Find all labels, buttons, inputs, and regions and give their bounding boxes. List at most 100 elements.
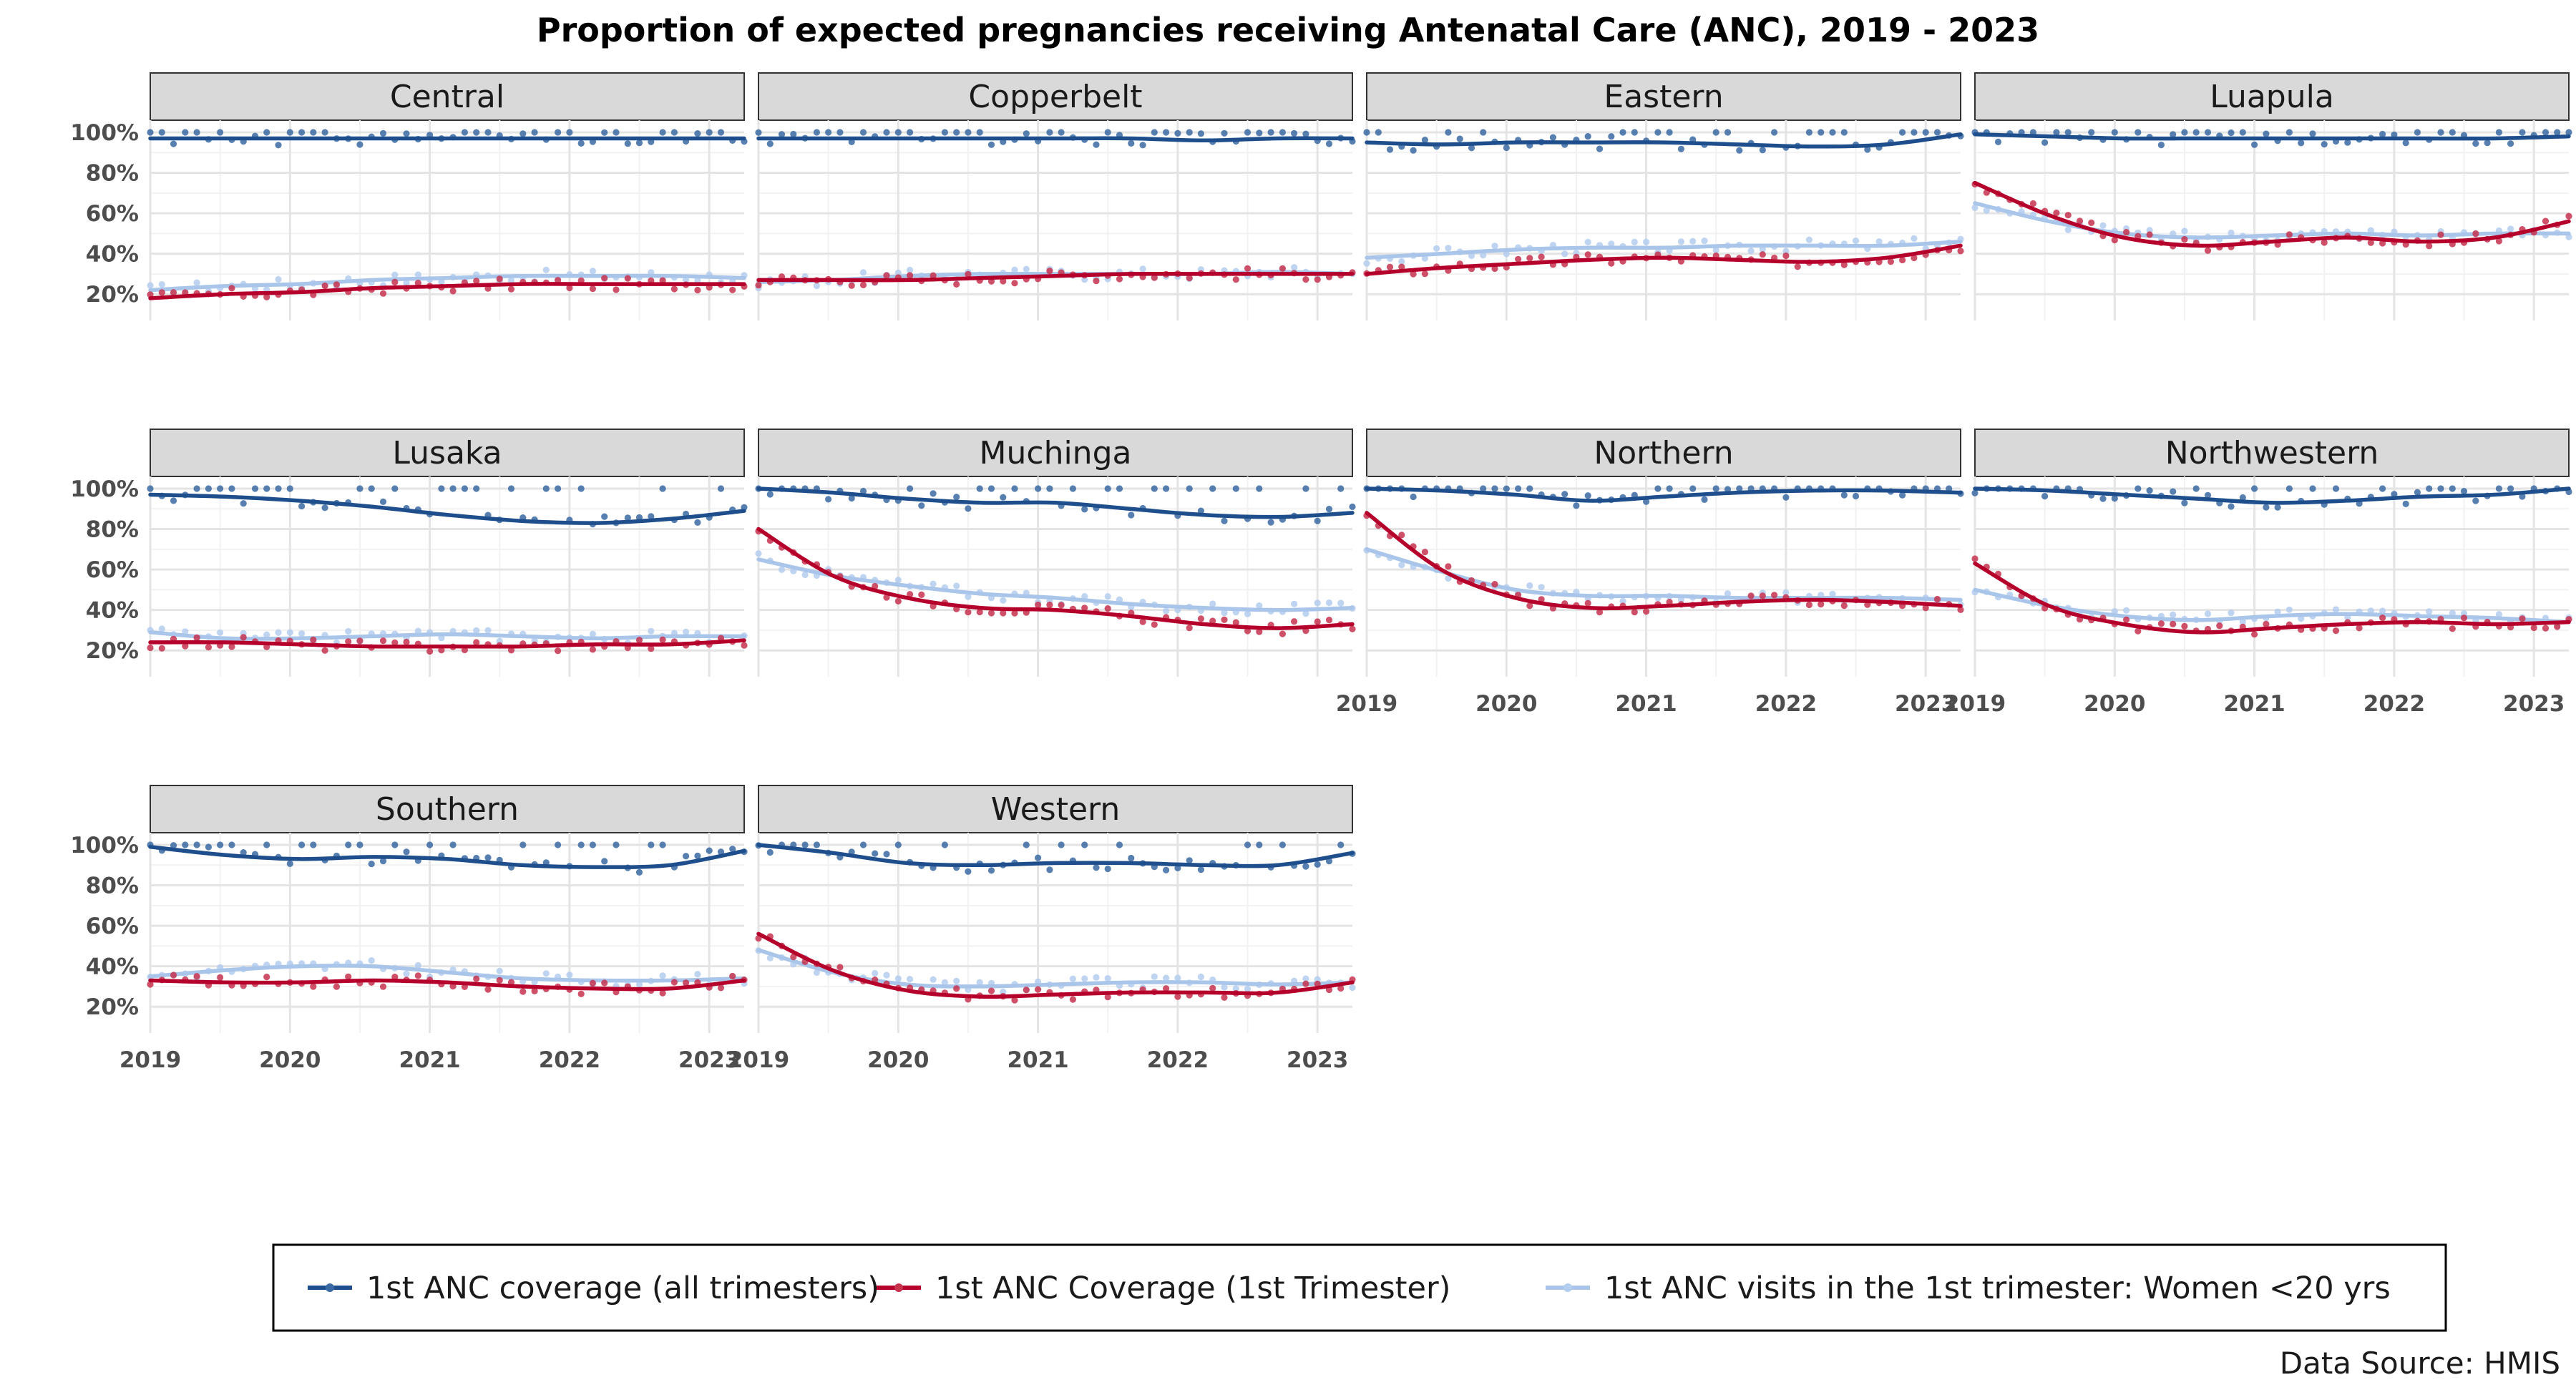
data-point (1093, 974, 1100, 981)
data-point (2519, 493, 2526, 500)
data-point (1701, 496, 1708, 504)
data-point (1946, 485, 1953, 492)
data-point (2379, 607, 2386, 615)
data-point (1046, 268, 1053, 275)
data-point (601, 513, 608, 520)
data-point (1852, 492, 1860, 500)
data-point (741, 642, 748, 649)
data-point (1526, 582, 1533, 589)
data-point (1302, 485, 1309, 492)
data-point (1291, 600, 1298, 607)
data-point (953, 582, 960, 589)
data-point (2391, 131, 2398, 138)
data-point (2298, 615, 2305, 622)
data-point (648, 841, 655, 848)
data-point (683, 628, 690, 636)
data-point (1433, 245, 1440, 252)
data-point (298, 502, 306, 510)
data-point (1128, 140, 1135, 147)
data-point (240, 634, 247, 641)
data-point (2402, 140, 2409, 147)
data-point (648, 627, 655, 635)
data-point (589, 285, 597, 293)
data-point (2460, 615, 2468, 622)
trend-line (1365, 132, 1963, 149)
data-point (484, 986, 492, 993)
data-point (182, 129, 189, 136)
data-point (2542, 625, 2550, 632)
data-point (2181, 622, 2188, 630)
x-tick-label: 2020 (867, 1047, 929, 1073)
x-tick-label: 2019 (1944, 691, 2006, 717)
data-point (1994, 138, 2002, 145)
data-point (1468, 145, 1475, 152)
data-point (2495, 129, 2502, 136)
data-point (1608, 133, 1615, 140)
data-point (1232, 276, 1239, 283)
data-point (1314, 861, 1321, 868)
data-point (1209, 600, 1216, 607)
data-point (1398, 532, 1405, 539)
data-point (1128, 512, 1135, 519)
data-point (1116, 275, 1123, 283)
data-point (1069, 485, 1076, 492)
data-point (555, 129, 562, 136)
data-point (766, 848, 774, 856)
data-point (1209, 485, 1216, 492)
facet-eastern: Eastern (1363, 72, 1964, 320)
trend-line (1973, 587, 2571, 625)
data-point (2135, 485, 2142, 492)
data-point (555, 277, 562, 284)
data-point (706, 129, 713, 136)
series-1-luapula (1971, 129, 2572, 149)
facet-strip (150, 429, 745, 477)
data-point (1302, 610, 1309, 617)
data-point (1983, 207, 1990, 214)
facet-muchinga: Muchinga (755, 429, 1356, 677)
data-point (1244, 129, 1252, 136)
data-point (1911, 129, 1918, 136)
data-point (1503, 485, 1510, 492)
data-point (1081, 975, 1088, 982)
data-point (1794, 263, 1801, 270)
data-point (1782, 494, 1790, 501)
data-point (1151, 621, 1158, 628)
data-point (1069, 975, 1076, 982)
data-point (147, 291, 154, 298)
data-point (391, 271, 399, 278)
data-point (1011, 266, 1018, 273)
data-point (1538, 584, 1545, 591)
data-point (2170, 611, 2177, 619)
data-point (403, 848, 410, 856)
legend-label: 1st ANC coverage (all trimesters) (366, 1271, 879, 1306)
data-point (2216, 622, 2223, 630)
data-point (1480, 252, 1487, 259)
x-tick-label: 2022 (2363, 691, 2425, 717)
trend-line (756, 271, 1355, 283)
data-point (531, 129, 538, 136)
data-point (1035, 986, 1042, 993)
data-point (1643, 498, 1650, 505)
data-point (275, 485, 282, 492)
data-point (356, 141, 364, 148)
data-point (953, 280, 960, 288)
data-point (2123, 616, 2130, 623)
data-point (1093, 864, 1100, 871)
data-point (1677, 238, 1684, 245)
data-point (414, 280, 421, 287)
data-point (930, 976, 937, 983)
series-1-northern (1363, 485, 1964, 509)
data-point (1104, 865, 1111, 873)
data-point (2204, 491, 2212, 499)
data-point (670, 285, 678, 293)
series-2-northwestern (1971, 555, 2572, 638)
data-point (941, 841, 948, 848)
data-point (2437, 129, 2444, 136)
data-point (2565, 212, 2572, 220)
data-point (449, 485, 457, 492)
data-point (2088, 219, 2095, 226)
data-point (473, 975, 480, 982)
data-point (414, 271, 421, 278)
data-point (379, 129, 387, 137)
data-point (1445, 129, 1452, 136)
